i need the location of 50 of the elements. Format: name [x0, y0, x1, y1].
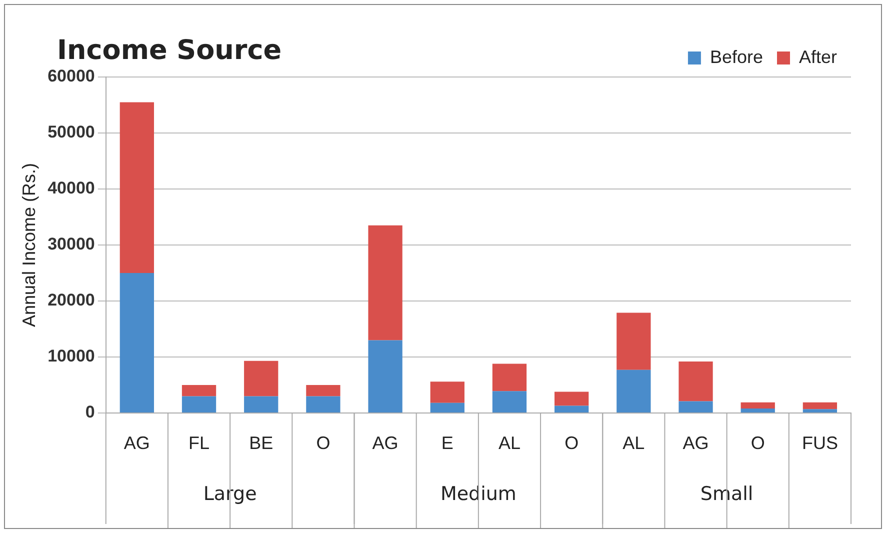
bar: [120, 273, 154, 412]
x-tick-label: O: [316, 432, 330, 453]
x-tick-label: O: [750, 432, 765, 453]
x-tick-label: AL: [498, 432, 520, 453]
bar: [368, 225, 402, 340]
x-tick-label: AG: [124, 432, 150, 453]
bar: [120, 102, 154, 273]
x-tick-label: AL: [622, 432, 645, 453]
x-tick-label: E: [441, 432, 454, 453]
bar: [182, 385, 216, 396]
x-tick-label: AG: [372, 432, 398, 453]
legend-label: After: [798, 46, 838, 67]
x-tick-label: AG: [682, 432, 709, 453]
y-tick-label: 50000: [48, 122, 95, 142]
bar: [182, 396, 216, 412]
chart-title: Income Source: [57, 35, 282, 66]
x-tick-label: BE: [249, 432, 274, 453]
y-tick-label: 10000: [48, 346, 95, 366]
bar: [306, 396, 340, 412]
bar: [368, 340, 402, 412]
bar: [430, 402, 464, 412]
y-tick-label: 20000: [48, 290, 95, 310]
y-tick-label: 0: [85, 402, 95, 422]
legend-label: Before: [710, 46, 763, 67]
bar: [554, 406, 589, 412]
bar: [616, 312, 651, 370]
y-axis-title: Annual Income (Rs.): [18, 162, 39, 328]
bar: [244, 396, 278, 412]
x-tick-label: O: [564, 432, 579, 453]
y-tick-label: 40000: [48, 178, 95, 198]
bar: [802, 402, 838, 410]
bar: [678, 361, 713, 402]
text: Large: [203, 482, 257, 505]
bar: [306, 385, 340, 396]
bar: [554, 392, 589, 406]
bar: [802, 409, 838, 412]
text: Medium: [440, 482, 516, 505]
y-tick-label: 30000: [48, 234, 95, 254]
bar: [492, 364, 527, 392]
bar: [430, 382, 464, 403]
bar: [244, 360, 278, 396]
x-tick-label: FL: [188, 432, 210, 453]
x-tick-label: FUS: [802, 432, 838, 453]
text: Small: [700, 482, 754, 505]
bar: [616, 370, 651, 412]
bar: [678, 401, 713, 412]
y-tick-label: 60000: [48, 66, 95, 86]
bar: [492, 391, 527, 412]
bar: [740, 402, 775, 409]
bar: [740, 408, 775, 412]
